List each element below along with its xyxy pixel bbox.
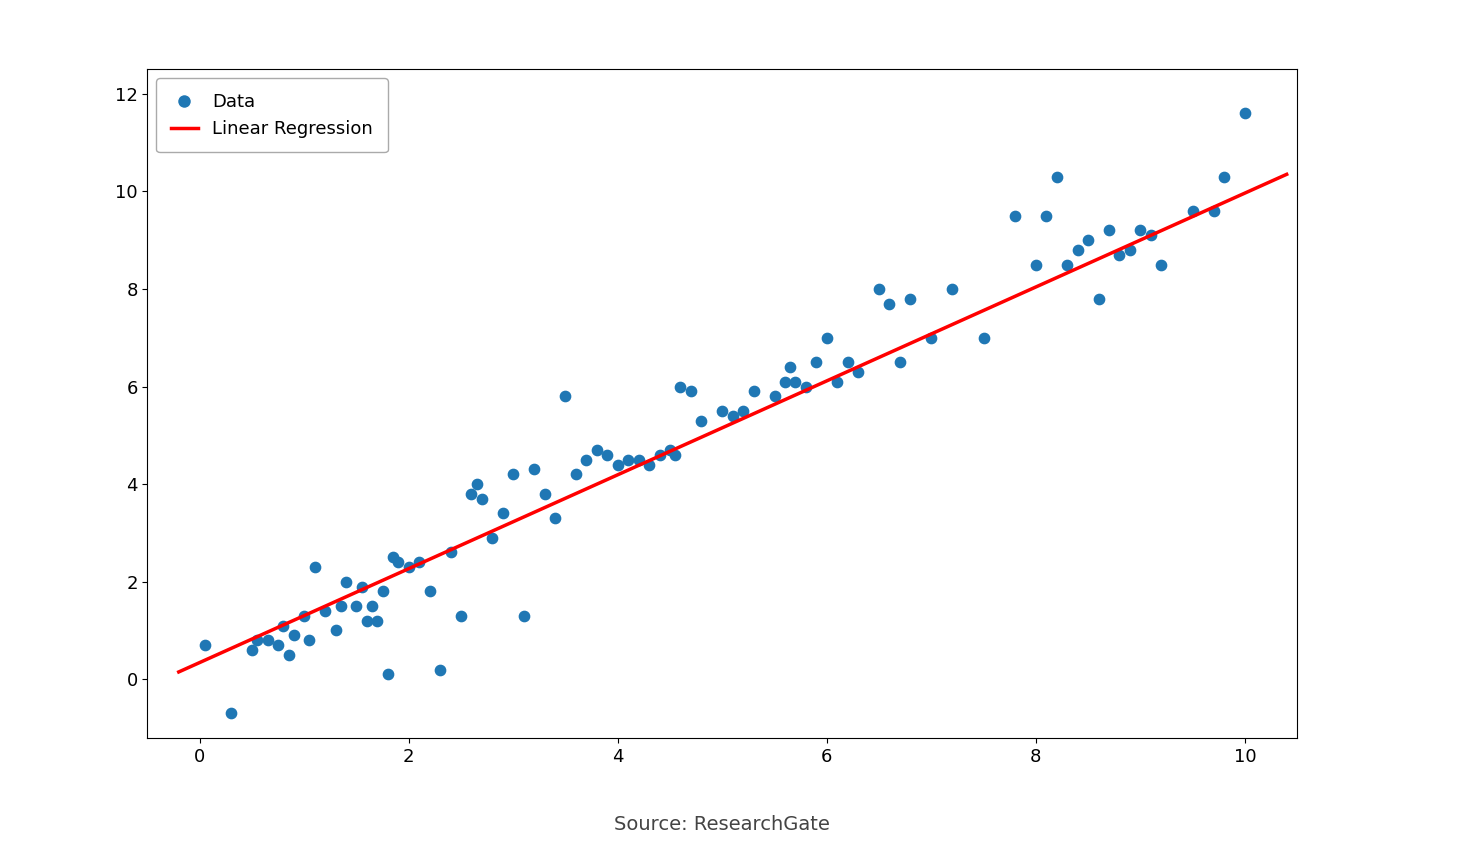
Point [1201, 204, 1225, 218]
Point [784, 375, 808, 389]
Point [511, 608, 535, 622]
Legend: Data, Linear Regression: Data, Linear Regression [156, 78, 388, 153]
Point [899, 292, 923, 306]
Point [382, 550, 405, 564]
Point [193, 638, 217, 652]
Point [778, 360, 802, 374]
Point [282, 628, 305, 642]
Point [940, 282, 964, 296]
Point [1097, 223, 1120, 237]
Point [481, 531, 504, 545]
Text: Source: ResearchGate: Source: ResearchGate [615, 815, 830, 834]
Point [1234, 107, 1257, 121]
Point [522, 463, 545, 477]
Point [314, 604, 338, 618]
Point [565, 467, 588, 481]
Point [794, 379, 818, 393]
Point [349, 580, 373, 594]
Point [460, 487, 483, 501]
Point [429, 662, 453, 676]
Point [450, 608, 473, 622]
Point [464, 477, 488, 491]
Point [1086, 292, 1110, 306]
Point [647, 448, 671, 462]
Point [805, 355, 828, 369]
Point [1004, 209, 1027, 223]
Point [741, 385, 765, 398]
Point [669, 379, 693, 393]
Point [1150, 258, 1173, 272]
Point [616, 453, 640, 467]
Point [302, 560, 326, 574]
Point [659, 443, 682, 457]
Point [595, 448, 619, 462]
Point [355, 614, 379, 628]
Point [1035, 209, 1058, 223]
Point [1055, 258, 1079, 272]
Point [1066, 243, 1089, 257]
Point [710, 404, 734, 418]
Point [825, 375, 849, 389]
Point [329, 599, 352, 613]
Point [470, 492, 494, 506]
Point [267, 638, 290, 652]
Point [532, 487, 556, 501]
Point [1045, 170, 1069, 184]
Point [345, 599, 368, 613]
Point [1139, 228, 1163, 242]
Point [417, 584, 441, 598]
Point [335, 575, 358, 589]
Point [324, 623, 348, 637]
Point [501, 467, 525, 481]
Point [366, 614, 389, 628]
Point [245, 634, 268, 648]
Point [815, 331, 839, 345]
Point [971, 331, 995, 345]
Point [575, 453, 598, 467]
Point [220, 707, 243, 720]
Point [397, 560, 420, 574]
Point [376, 667, 399, 681]
Point [877, 297, 901, 311]
Point [240, 643, 264, 657]
Point [690, 414, 713, 428]
Point [585, 443, 609, 457]
Point [626, 453, 650, 467]
Point [846, 365, 870, 378]
Point [491, 506, 514, 520]
Point [774, 375, 797, 389]
Point [360, 599, 383, 613]
Point [762, 390, 786, 404]
Point [371, 584, 395, 598]
Point [554, 390, 578, 404]
Point [889, 355, 912, 369]
Point [1119, 243, 1142, 257]
Point [1107, 248, 1131, 262]
Point [836, 355, 859, 369]
Point [731, 404, 755, 418]
Point [439, 545, 463, 559]
Point [271, 619, 295, 633]
Point [407, 556, 430, 569]
Point [292, 608, 315, 622]
Point [1212, 170, 1235, 184]
Point [637, 457, 660, 471]
Point [256, 634, 280, 648]
Point [867, 282, 890, 296]
Point [606, 457, 629, 471]
Point [920, 331, 943, 345]
Point [277, 648, 301, 661]
Point [544, 511, 567, 525]
Point [298, 634, 321, 648]
Point [1129, 223, 1153, 237]
Point [1076, 233, 1100, 247]
Point [1024, 258, 1048, 272]
Point [680, 385, 703, 398]
Point [721, 409, 744, 423]
Point [386, 556, 410, 569]
Point [1181, 204, 1204, 218]
Point [663, 448, 687, 462]
